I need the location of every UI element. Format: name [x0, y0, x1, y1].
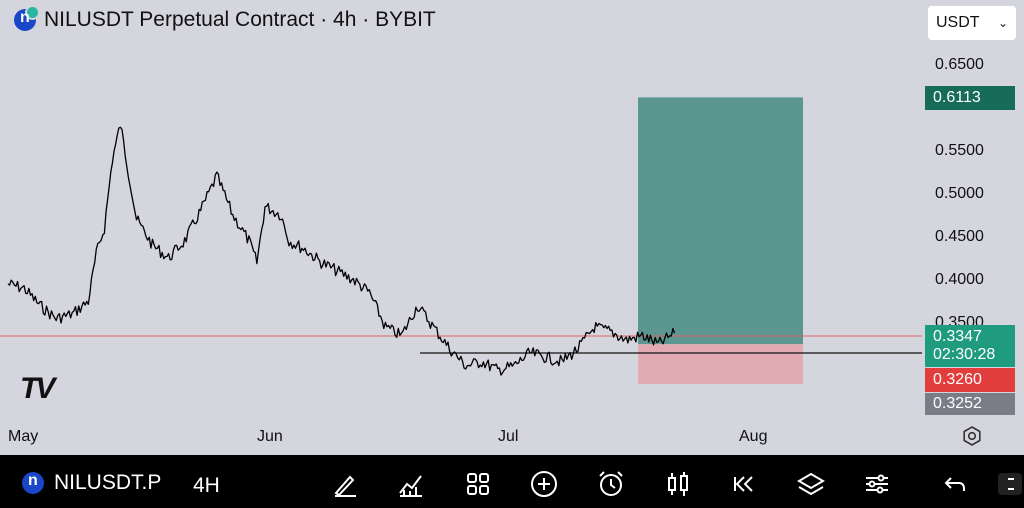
x-tick: Jun — [257, 428, 283, 445]
bar-countdown: 02:30:28 — [933, 346, 996, 363]
layers-icon[interactable] — [796, 469, 826, 499]
tradingview-logo-icon: TV — [20, 372, 55, 405]
add-icon[interactable] — [529, 469, 559, 499]
symbol-button[interactable]: NILUSDT.P — [22, 471, 161, 495]
symbol-logo-icon — [14, 5, 40, 31]
indicators-icon[interactable] — [396, 469, 426, 499]
y-tick: 0.5500 — [935, 142, 984, 159]
candles-icon[interactable] — [663, 469, 693, 499]
chart-title-text: NILUSDT Perpetual Contract · 4h · BYBIT — [44, 8, 436, 31]
toolbar-symbol: NILUSDT.P — [54, 471, 162, 494]
target-zone — [638, 97, 803, 345]
alert-icon[interactable] — [596, 469, 626, 499]
y-tick: 0.5000 — [935, 185, 984, 202]
draw-icon[interactable] — [330, 469, 360, 499]
bottom-toolbar: NILUSDT.P 4H — [0, 455, 1024, 508]
y-tick: 0.4000 — [935, 271, 984, 288]
interval-button[interactable]: 4H — [193, 474, 220, 497]
replay-icon[interactable] — [729, 469, 759, 499]
gear-icon[interactable] — [962, 426, 982, 446]
chart-title: NILUSDT Perpetual Contract · 4h · BYBIT — [14, 5, 436, 32]
price-chart[interactable] — [0, 0, 1024, 455]
current-price-tag: 0.3347 02:30:28 — [925, 325, 1015, 367]
chart-area[interactable]: NILUSDT Perpetual Contract · 4h · BYBIT … — [0, 0, 1024, 455]
symbol-logo-icon — [22, 472, 44, 494]
y-tick: 0.6500 — [935, 56, 984, 73]
current-price-value: 0.3347 — [933, 328, 982, 345]
target-price-tag: 0.6113 — [925, 86, 1015, 110]
entry-price-tag: 0.3252 — [925, 393, 1015, 415]
settings-icon[interactable] — [862, 469, 892, 499]
grid-icon[interactable] — [463, 469, 493, 499]
currency-select[interactable]: USDT ⌄ — [928, 6, 1016, 40]
fullscreen-icon[interactable] — [996, 469, 1024, 499]
chevron-down-icon: ⌄ — [997, 16, 1008, 30]
x-tick: Jul — [498, 428, 519, 445]
stop-zone — [638, 344, 803, 384]
price-series-line — [7, 126, 676, 376]
undo-icon[interactable] — [940, 469, 970, 499]
y-tick: 0.4500 — [935, 228, 984, 245]
x-tick: Aug — [739, 428, 768, 445]
stop-price-tag: 0.3260 — [925, 368, 1015, 392]
currency-value: USDT — [936, 14, 980, 31]
x-tick: May — [8, 428, 39, 445]
